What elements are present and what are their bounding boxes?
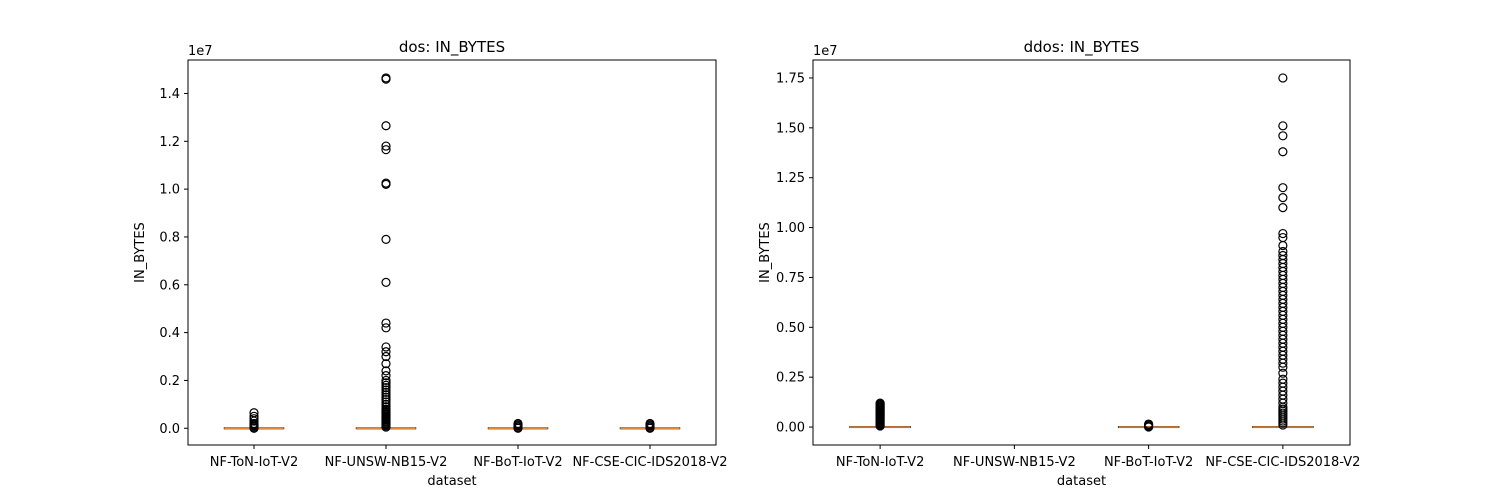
box-2 bbox=[355, 73, 417, 432]
x-tick-label: NF-ToN-IoT-V2 bbox=[836, 455, 924, 470]
outlier-point bbox=[1278, 378, 1288, 388]
outlier-point bbox=[381, 375, 391, 386]
outlier-point bbox=[381, 385, 391, 395]
y-tick-label: 0.00 bbox=[776, 421, 805, 436]
outlier-point bbox=[381, 145, 391, 155]
box-3 bbox=[487, 418, 549, 433]
outlier-point bbox=[875, 398, 885, 408]
y-tick-label: 1.00 bbox=[776, 221, 805, 236]
outlier-point bbox=[1278, 147, 1288, 157]
outlier-point bbox=[381, 378, 391, 388]
outlier-point bbox=[381, 394, 391, 405]
outlier-point bbox=[1278, 250, 1288, 261]
outlier-point bbox=[381, 323, 391, 333]
y-tick-label: 0.6 bbox=[159, 278, 180, 293]
plot-frame bbox=[812, 59, 1351, 446]
outlier-point bbox=[1278, 240, 1288, 251]
outlier-point bbox=[381, 318, 391, 328]
outlier-point bbox=[1278, 121, 1288, 131]
outlier-point bbox=[381, 380, 391, 390]
y-tick-label: 0.2 bbox=[159, 374, 180, 389]
subplot-2: ddos: IN_BYTES 1e7 0.00 0.25 0.50 0.75 1.00 1.2… bbox=[758, 38, 1360, 489]
outlier-point bbox=[1278, 228, 1288, 239]
box-1 bbox=[849, 398, 911, 431]
outlier-point bbox=[381, 277, 391, 287]
outlier-point bbox=[645, 418, 655, 429]
outlier-point bbox=[249, 414, 259, 424]
outlier-point bbox=[381, 387, 391, 397]
outlier-point bbox=[381, 392, 391, 402]
x-tick-label: NF-UNSW-NB15-V2 bbox=[325, 455, 448, 470]
x-tick-label: NF-BoT-IoT-V2 bbox=[1104, 455, 1193, 470]
y-tick-label: 1.25 bbox=[776, 171, 805, 186]
plot-frame bbox=[187, 59, 717, 446]
x-axis-label: dataset bbox=[1057, 474, 1106, 489]
outlier-point bbox=[249, 411, 259, 421]
y-tick-label: 1.75 bbox=[776, 71, 805, 86]
outlier-point bbox=[1278, 246, 1288, 257]
outlier-point bbox=[249, 408, 259, 418]
y-tick-label: 1.0 bbox=[159, 183, 180, 198]
x-axis-label: dataset bbox=[427, 474, 476, 489]
box-3 bbox=[1117, 419, 1180, 432]
outlier-point bbox=[381, 351, 391, 362]
outlier-point bbox=[381, 397, 391, 407]
outlier-point bbox=[1278, 131, 1288, 141]
outlier-point bbox=[381, 73, 391, 83]
outlier-point bbox=[381, 371, 391, 381]
y-tick-label: 0.75 bbox=[776, 271, 805, 286]
outlier-point bbox=[381, 342, 391, 352]
y-offset-text: 1e7 bbox=[188, 44, 213, 59]
outlier-point bbox=[1278, 193, 1288, 203]
box-1 bbox=[223, 408, 285, 433]
y-tick-label: 1.50 bbox=[776, 121, 805, 136]
y-tick-label: 0.4 bbox=[159, 326, 180, 341]
subplot-1: dos: IN_BYTES 1e7 0.0 0.2 0.4 0.6 0.8 1.0 1.2 1.4… bbox=[133, 38, 728, 489]
y-axis-label: IN_BYTES bbox=[758, 222, 773, 283]
x-tick-label: NF-BoT-IoT-V2 bbox=[473, 455, 562, 470]
outlier-point bbox=[381, 399, 391, 409]
outlier-point bbox=[381, 390, 391, 400]
chart-title: ddos: IN_BYTES bbox=[1024, 38, 1140, 57]
y-tick-label: 0.50 bbox=[776, 321, 805, 336]
outlier-point bbox=[381, 121, 391, 131]
y-tick-label: 0.0 bbox=[159, 422, 180, 437]
outlier-point bbox=[1278, 203, 1288, 213]
y-tick-label: 0.25 bbox=[776, 371, 805, 386]
x-tick-label: NF-ToN-IoT-V2 bbox=[210, 455, 298, 470]
outlier-point bbox=[381, 404, 391, 414]
chart-title: dos: IN_BYTES bbox=[399, 38, 505, 57]
y-axis-label: IN_BYTES bbox=[133, 222, 148, 283]
outlier-point bbox=[1278, 232, 1288, 243]
x-tick-label: NF-UNSW-NB15-V2 bbox=[953, 455, 1076, 470]
outlier-point bbox=[381, 347, 391, 357]
outlier-point bbox=[381, 383, 391, 393]
outlier-point bbox=[381, 178, 391, 188]
outlier-point bbox=[381, 141, 391, 151]
x-tick-label: NF-CSE-CIC-IDS2018-V2 bbox=[572, 455, 727, 470]
outlier-point bbox=[381, 359, 391, 369]
outlier-point bbox=[1278, 183, 1288, 193]
y-tick-label: 1.4 bbox=[159, 87, 180, 102]
outlier-point bbox=[1278, 368, 1288, 378]
y-tick-label: 1.2 bbox=[159, 135, 180, 150]
y-tick-label: 0.8 bbox=[159, 230, 180, 245]
outlier-point bbox=[1144, 419, 1154, 429]
outlier-point bbox=[513, 418, 523, 429]
outlier-point bbox=[249, 418, 259, 429]
x-tick-label: NF-CSE-CIC-IDS2018-V2 bbox=[1205, 455, 1360, 470]
box-4 bbox=[619, 418, 681, 433]
outlier-point bbox=[381, 366, 391, 376]
outlier-point bbox=[381, 234, 391, 244]
box-4 bbox=[1252, 73, 1314, 430]
outlier-point bbox=[1278, 73, 1288, 83]
outlier-point bbox=[1278, 374, 1288, 384]
y-offset-text: 1e7 bbox=[813, 44, 838, 59]
outlier-point bbox=[381, 402, 391, 412]
